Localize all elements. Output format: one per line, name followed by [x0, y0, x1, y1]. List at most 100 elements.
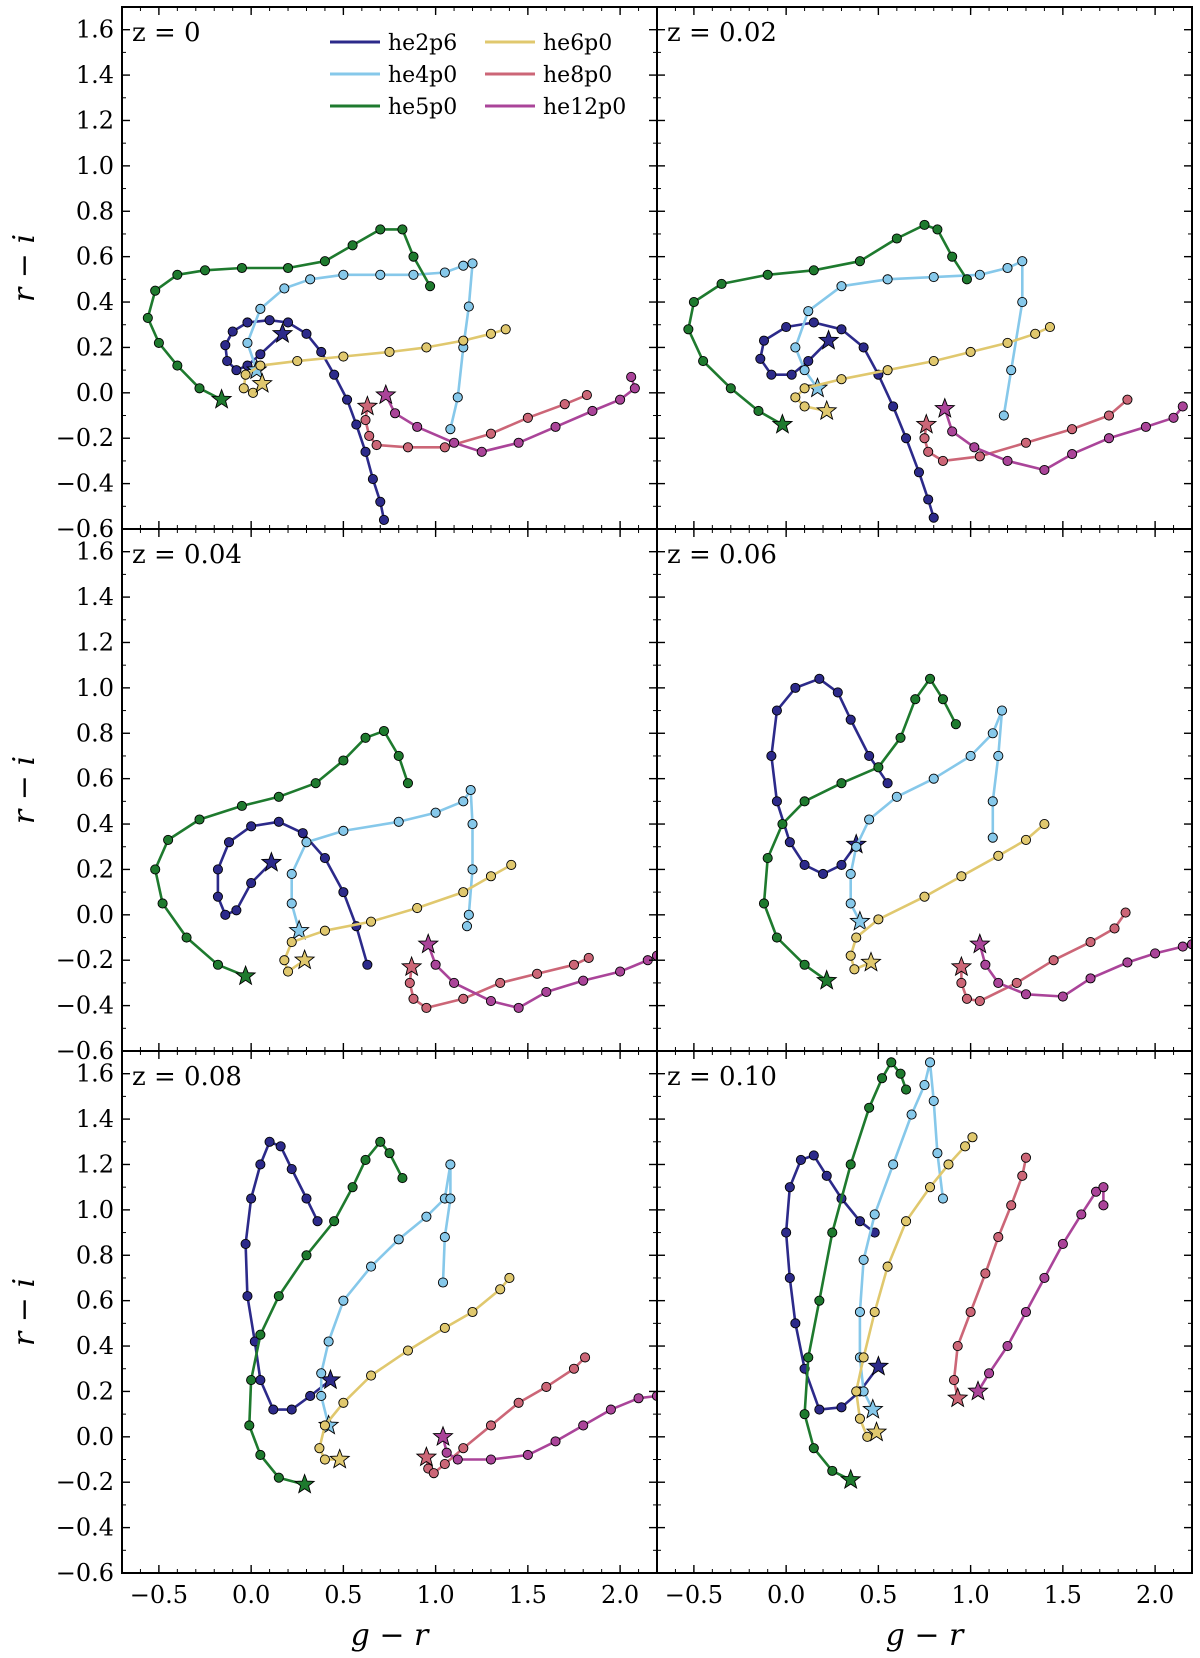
data-point-he8p0 [428, 1468, 439, 1479]
data-point-he8p0 [956, 977, 967, 988]
y-axis-title: r − i [7, 234, 42, 302]
y-tick-label: −0.2 [56, 946, 114, 974]
data-point-he5p0 [877, 1073, 888, 1084]
y-tick-label: 1.2 [76, 106, 114, 134]
data-point-he4p0 [305, 274, 316, 285]
data-point-he2p6 [255, 349, 266, 360]
data-point-he2p6 [913, 467, 925, 478]
data-point-he8p0 [1103, 410, 1115, 421]
data-point-he12p0 [1168, 412, 1179, 423]
data-point-he5p0 [716, 278, 727, 289]
data-point-he5p0 [910, 694, 921, 705]
data-point-he12p0 [1091, 1186, 1102, 1197]
data-point-he5p0 [836, 778, 847, 789]
data-point-he4p0 [338, 1295, 349, 1306]
data-point-he8p0 [513, 1397, 524, 1408]
series-line-he6p0 [283, 863, 512, 973]
series-line-he2p6 [784, 1154, 880, 1411]
legend-label-he6p0: he6p0 [543, 31, 612, 56]
data-point-he5p0 [803, 1352, 814, 1363]
data-point-he4p0 [393, 1234, 404, 1245]
data-point-he6p0 [1002, 337, 1013, 348]
data-point-he8p0 [364, 430, 375, 441]
series-line-he5p0 [153, 729, 410, 978]
start-star-he8p0 [400, 955, 423, 977]
data-point-he5p0 [301, 1250, 312, 1261]
x-tick-label: −0.5 [665, 1581, 723, 1609]
data-point-he4p0 [928, 272, 939, 283]
x-tick-label: 0.0 [767, 1581, 805, 1609]
data-point-he2p6 [360, 446, 371, 457]
data-point-he6p0 [319, 925, 330, 936]
data-point-he12p0 [449, 437, 460, 448]
data-point-he5p0 [273, 791, 284, 802]
data-point-he5p0 [282, 262, 294, 274]
start-star-he6p0 [293, 948, 316, 970]
data-point-he12p0 [441, 1447, 452, 1458]
x-tick-label: 1.0 [417, 1581, 455, 1609]
data-point-he5p0 [150, 864, 161, 875]
data-point-he12p0 [541, 986, 552, 998]
data-point-he8p0 [559, 399, 570, 410]
data-point-he12p0 [412, 421, 423, 432]
data-point-he4p0 [445, 1193, 456, 1204]
data-point-he6p0 [790, 392, 801, 403]
data-point-he4p0 [869, 1209, 880, 1220]
y-tick-label: −0.2 [56, 1468, 114, 1496]
start-star-he6p0 [328, 1448, 351, 1469]
data-point-he5p0 [360, 1154, 371, 1165]
data-point-he4p0 [408, 269, 419, 280]
data-point-he12p0 [550, 1436, 561, 1447]
series-line-he4p0 [849, 709, 1004, 923]
y-tick-label: 0.2 [76, 333, 114, 361]
data-point-he2p6 [316, 346, 327, 358]
data-point-he6p0 [338, 1397, 349, 1408]
data-point-he2p6 [375, 496, 386, 507]
data-point-he5p0 [402, 778, 413, 789]
data-point-he2p6 [246, 878, 257, 889]
data-point-he4p0 [864, 814, 875, 825]
y-tick-label: 0.0 [76, 901, 114, 929]
y-tick-label: −0.4 [56, 470, 114, 498]
data-point-he5p0 [799, 796, 810, 807]
x-tick-label: 0.5 [324, 1581, 362, 1609]
data-point-he5p0 [753, 405, 764, 417]
data-point-he4p0 [882, 274, 893, 285]
data-point-he12p0 [389, 408, 401, 419]
data-point-he5p0 [425, 281, 436, 292]
y-tick-label: 1.0 [76, 152, 114, 180]
y-tick-label: −0.6 [56, 515, 114, 543]
data-point-he4p0 [461, 921, 473, 932]
start-star-he5p0 [210, 388, 233, 409]
data-point-he6p0 [882, 365, 893, 376]
data-point-he5p0 [799, 959, 810, 970]
y-tick-label: −0.6 [56, 1559, 114, 1587]
data-point-he12p0 [1039, 1272, 1050, 1284]
data-point-he5p0 [901, 1084, 912, 1095]
data-point-he12p0 [1067, 449, 1078, 460]
data-point-he6p0 [338, 351, 349, 362]
data-point-he2p6 [255, 1159, 266, 1170]
data-point-he4p0 [1002, 262, 1013, 274]
data-point-he2p6 [362, 959, 373, 970]
data-point-he2p6 [854, 1216, 865, 1227]
data-point-he4p0 [937, 1193, 948, 1204]
data-point-he5p0 [236, 262, 247, 274]
data-point-he4p0 [437, 1277, 449, 1288]
data-point-he2p6 [784, 1182, 795, 1193]
data-point-he5p0 [273, 1291, 284, 1302]
data-point-he5p0 [375, 1136, 386, 1147]
start-star-he12p0 [432, 1425, 454, 1446]
data-point-he4p0 [463, 909, 474, 920]
panel-2 [150, 725, 657, 1013]
y-tick-label: 0.6 [76, 765, 114, 793]
data-point-he2p6 [367, 474, 378, 485]
data-point-he6p0 [993, 850, 1004, 861]
data-point-he4p0 [987, 796, 998, 807]
data-point-he6p0 [439, 1322, 450, 1333]
data-point-he6p0 [286, 937, 297, 948]
data-point-he5p0 [153, 337, 164, 348]
data-point-he8p0 [485, 1420, 497, 1431]
start-star-he6p0 [815, 399, 838, 421]
data-point-he6p0 [421, 342, 432, 353]
